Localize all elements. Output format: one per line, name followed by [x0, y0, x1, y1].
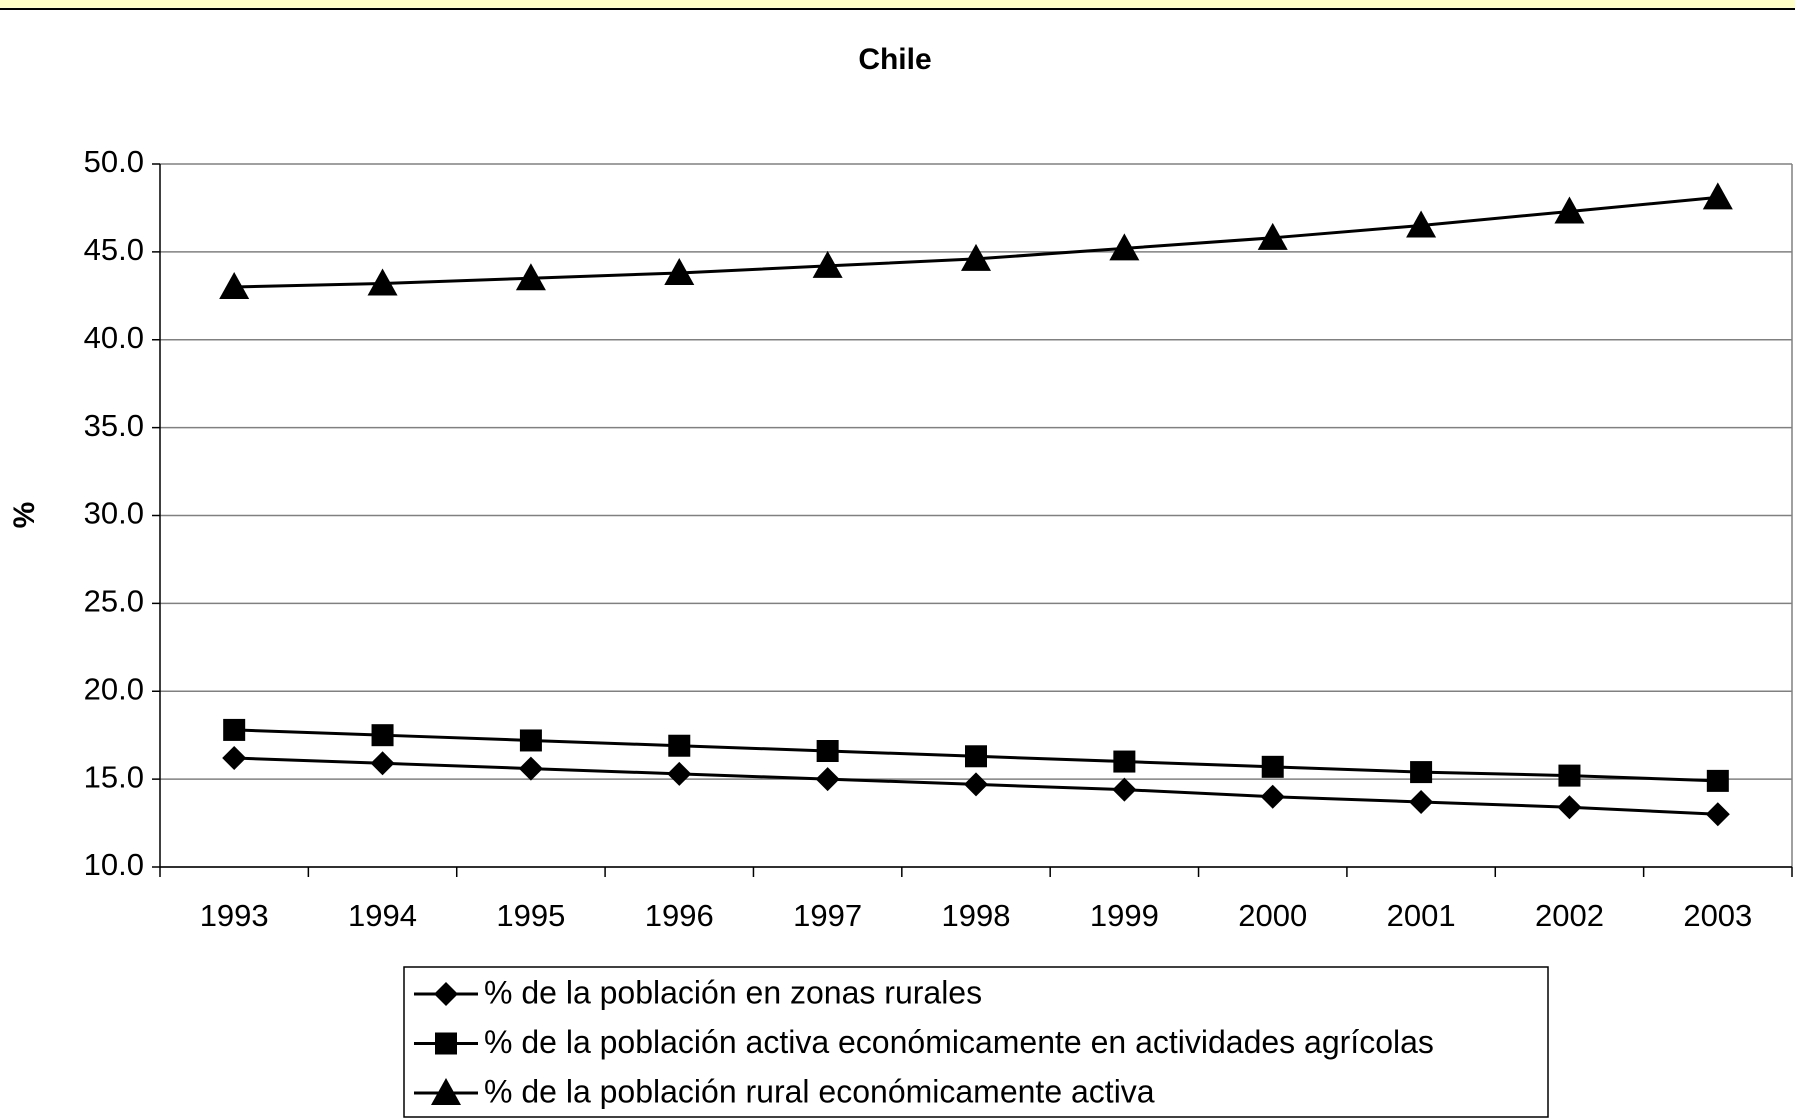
marker [815, 767, 840, 792]
y-tick-label: 25.0 [84, 584, 144, 619]
marker [434, 982, 458, 1006]
marker [222, 746, 247, 771]
marker [371, 724, 394, 747]
x-tick-label: 1995 [496, 898, 565, 933]
marker [370, 751, 395, 776]
x-tick-label: 1998 [942, 898, 1011, 933]
x-tick-label: 1994 [348, 898, 417, 933]
y-tick-label: 50.0 [84, 144, 144, 179]
series-line [234, 195, 1718, 289]
y-tick-label: 35.0 [84, 408, 144, 443]
x-tick-label: 1997 [793, 898, 862, 933]
marker [1109, 233, 1140, 261]
y-axis-label: % [8, 502, 41, 529]
marker [219, 272, 250, 300]
marker [518, 756, 543, 781]
y-tick-label: 30.0 [84, 496, 144, 531]
x-tick-label: 2000 [1238, 898, 1307, 933]
marker [1554, 196, 1585, 224]
marker [1261, 755, 1284, 778]
x-tick-label: 2002 [1535, 898, 1604, 933]
marker [515, 263, 546, 291]
y-tick-label: 45.0 [84, 232, 144, 267]
marker [1557, 795, 1582, 820]
marker [1558, 764, 1581, 787]
marker [1702, 182, 1733, 210]
top-band [0, 0, 1795, 9]
marker [435, 1032, 457, 1055]
y-tick-label: 20.0 [84, 671, 144, 706]
marker [667, 761, 692, 786]
marker [961, 243, 991, 271]
marker [431, 1078, 461, 1105]
x-tick-label: 2003 [1683, 898, 1752, 933]
marker [367, 268, 398, 296]
x-tick-label: 1999 [1090, 898, 1159, 933]
marker [519, 729, 542, 752]
marker [1257, 222, 1288, 250]
legend-label: % de la población rural económicamente a… [484, 1073, 1155, 1109]
marker [668, 734, 691, 757]
y-tick-label: 10.0 [84, 847, 144, 882]
marker [816, 740, 839, 763]
marker [812, 250, 843, 278]
x-tick-label: 2001 [1387, 898, 1456, 933]
marker [964, 772, 988, 797]
marker [664, 257, 695, 285]
marker [1112, 777, 1137, 802]
x-tick-label: 1993 [200, 898, 269, 933]
marker [1260, 784, 1285, 809]
marker [965, 745, 987, 768]
legend-label: % de la población en zonas rurales [484, 974, 982, 1010]
marker [1409, 789, 1434, 814]
marker [1410, 761, 1433, 784]
marker [1705, 802, 1730, 827]
legend-box [403, 966, 1549, 1118]
legend-label: % de la población activa económicamente … [484, 1024, 1434, 1060]
y-tick-label: 40.0 [84, 320, 144, 355]
marker [1706, 769, 1729, 792]
chart-title: Chile [858, 43, 931, 76]
marker [1113, 750, 1136, 773]
marker [1406, 210, 1437, 238]
marker [223, 718, 246, 741]
y-tick-label: 15.0 [84, 759, 144, 794]
x-tick-label: 1996 [645, 898, 714, 933]
